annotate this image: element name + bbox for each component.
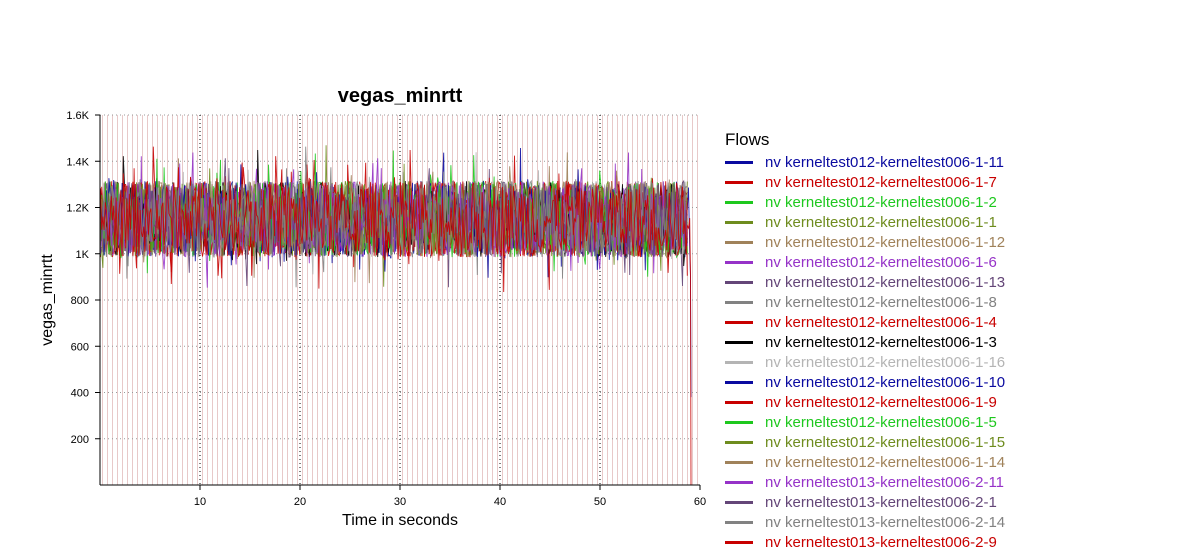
legend-title: Flows [725,130,770,149]
legend-swatch [725,320,753,324]
series-line [100,149,692,486]
legend-item: nv kerneltest013-kerneltest006-2-1 [725,492,1195,512]
y-tick-label: 800 [71,295,89,307]
legend-swatch [725,340,753,344]
x-tick-labels: 10 20 30 40 50 60 [194,485,706,508]
y-tick-labels: 200 400 600 800 1K 1.2K 1.4K 1.6K [66,110,100,446]
legend-swatch [725,260,753,264]
legend-label: nv kerneltest012-kerneltest006-1-5 [765,413,997,431]
legend-item: nv kerneltest012-kerneltest006-1-9 [725,392,1195,412]
y-tick-label: 1K [76,249,90,261]
x-tick-label: 30 [394,496,406,508]
legend-item: nv kerneltest012-kerneltest006-1-15 [725,432,1195,452]
legend-swatch [725,380,753,384]
legend-item: nv kerneltest012-kerneltest006-1-12 [725,232,1195,252]
y-tick-label: 1.2K [66,203,89,215]
legend-label: nv kerneltest013-kerneltest006-2-9 [765,533,997,551]
legend-item: nv kerneltest012-kerneltest006-1-3 [725,332,1195,352]
legend-item: nv kerneltest013-kerneltest006-2-11 [725,472,1195,492]
legend-swatch [725,160,753,164]
legend-item: nv kerneltest013-kerneltest006-2-14 [725,512,1195,532]
y-tick-label: 200 [71,434,89,446]
legend-label: nv kerneltest012-kerneltest006-1-11 [765,153,1005,171]
x-tick-label: 10 [194,496,206,508]
chart-title: vegas_minrtt [338,85,463,107]
legend-item: nv kerneltest012-kerneltest006-1-6 [725,252,1195,272]
legend-label: nv kerneltest012-kerneltest006-1-9 [765,393,997,411]
legend: Flows nv kerneltest012-kerneltest006-1-1… [725,129,1195,552]
y-tick-label: 400 [71,388,89,400]
legend-swatch [725,420,753,424]
legend-swatch [725,240,753,244]
legend-label: nv kerneltest012-kerneltest006-1-12 [765,233,1006,251]
legend-item: nv kerneltest012-kerneltest006-1-10 [725,372,1195,392]
legend-swatch [725,480,753,484]
legend-label: nv kerneltest012-kerneltest006-1-10 [765,373,1006,391]
legend-item: nv kerneltest012-kerneltest006-1-13 [725,272,1195,292]
x-tick-label: 60 [694,496,706,508]
y-axis-label: vegas_minrtt [39,254,56,346]
legend-label: nv kerneltest012-kerneltest006-1-15 [765,433,1006,451]
y-tick-label: 600 [71,341,89,353]
legend-item: nv kerneltest012-kerneltest006-1-5 [725,412,1195,432]
legend-item: nv kerneltest012-kerneltest006-1-2 [725,192,1195,212]
legend-swatch [725,200,753,204]
legend-swatch [725,460,753,464]
series-line [100,179,688,288]
legend-item: nv kerneltest012-kerneltest006-1-14 [725,452,1195,472]
legend-swatch [725,500,753,504]
legend-label: nv kerneltest012-kerneltest006-1-4 [765,313,997,331]
legend-swatch [725,280,753,284]
legend-swatch [725,180,753,184]
legend-label: nv kerneltest012-kerneltest006-1-7 [765,173,997,191]
legend-label: nv kerneltest012-kerneltest006-1-1 [765,213,997,231]
x-tick-label: 20 [294,496,306,508]
legend-label: nv kerneltest012-kerneltest006-1-13 [765,273,1006,291]
legend-swatch [725,220,753,224]
legend-label: nv kerneltest013-kerneltest006-2-11 [765,473,1005,491]
legend-swatch [725,360,753,364]
legend-label: nv kerneltest012-kerneltest006-1-2 [765,193,997,211]
legend-item: nv kerneltest012-kerneltest006-1-1 [725,212,1195,232]
legend-item: nv kerneltest012-kerneltest006-1-16 [725,352,1195,372]
legend-item: nv kerneltest012-kerneltest006-1-7 [725,172,1195,192]
x-axis-label: Time in seconds [342,512,458,529]
x-tick-label: 40 [494,496,506,508]
y-tick-label: 1.4K [66,156,89,168]
legend-label: nv kerneltest012-kerneltest006-1-3 [765,333,997,351]
legend-label: nv kerneltest012-kerneltest006-1-6 [765,253,997,271]
legend-label: nv kerneltest012-kerneltest006-1-16 [765,353,1006,371]
legend-label: nv kerneltest013-kerneltest006-2-14 [765,513,1006,531]
legend-items: nv kerneltest012-kerneltest006-1-11 nv ke… [725,152,1195,552]
series-layer [100,145,692,486]
legend-label: nv kerneltest013-kerneltest006-2-1 [765,493,997,511]
legend-swatch [725,520,753,524]
legend-label: nv kerneltest012-kerneltest006-1-8 [765,293,997,311]
legend-swatch [725,540,753,544]
legend-swatch [725,440,753,444]
legend-item: nv kerneltest012-kerneltest006-1-11 [725,152,1195,172]
y-tick-label: 1.6K [66,110,89,122]
legend-item: nv kerneltest012-kerneltest006-1-8 [725,292,1195,312]
legend-swatch [725,300,753,304]
x-tick-label: 50 [594,496,606,508]
legend-swatch [725,400,753,404]
legend-item: nv kerneltest013-kerneltest006-2-9 [725,532,1195,552]
legend-label: nv kerneltest012-kerneltest006-1-14 [765,453,1006,471]
legend-item: nv kerneltest012-kerneltest006-1-4 [725,312,1195,332]
